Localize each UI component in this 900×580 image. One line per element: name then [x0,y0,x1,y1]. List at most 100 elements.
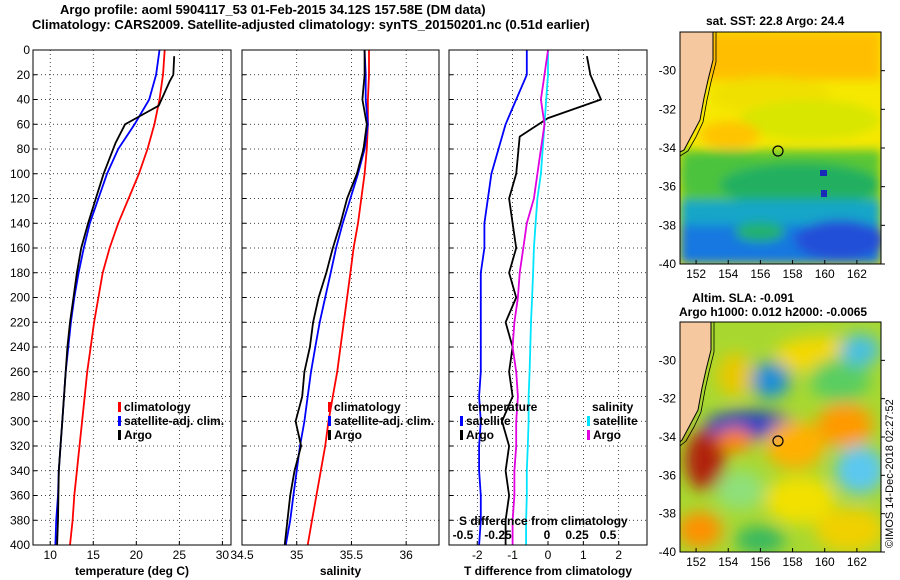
y-tick-label: 280 [10,390,30,404]
x-axis-label: T difference from climatology [464,564,632,578]
legend-swatch-t-argo [460,430,463,440]
y-tick-label: 100 [10,167,30,181]
x-tick-label: 1 [580,548,587,562]
x-tick-label-secondary: -0.5 [453,528,474,542]
y-tick-label: 220 [10,315,30,329]
legend-label-argo: Argo [124,428,152,442]
series-line-t-argo [501,56,602,545]
figure-title-line1: Argo profile: aoml 5904117_53 01-Feb-201… [60,2,486,17]
legend-swatch-s-argo [587,430,590,440]
legend-label-satellite: satellite-adj. clim. [124,414,224,428]
map-x-tick-label: 152 [686,555,706,569]
series-line-s-argo [511,49,549,545]
x-tick-label: 30 [216,548,230,562]
y-tick-label: 380 [10,513,30,527]
plot-frame [448,49,648,546]
map-x-tick-label: 162 [847,267,867,281]
x-tick-label-secondary: 0.25 [565,528,589,542]
sla-map-title-2: Argo h1000: 0.012 h2000: -0.0065 [679,305,867,319]
x-axis-label-secondary: S difference from climatology [459,514,628,528]
map-x-tick-label: 154 [718,267,738,281]
map-y-tick-label: -34 [659,141,677,155]
x-tick-label: 35.5 [340,548,364,562]
x-axis-label: salinity [320,564,362,578]
legend-label-t-argo: Argo [466,428,494,442]
x-tick-label-secondary: 0 [544,528,551,542]
legend-label-t-satellite: satellite [466,414,511,428]
map-y-tick-label: -30 [659,64,677,78]
x-tick-label: 35 [290,548,304,562]
map-y-tick-label: -38 [659,507,677,521]
y-tick-label: 400 [10,538,30,552]
x-tick-label: 34.5 [230,548,254,562]
y-tick-label: 60 [17,117,31,131]
y-tick-label: 20 [17,68,31,82]
map-y-tick-label: -40 [659,257,677,271]
y-tick-label: 360 [10,489,30,503]
y-tick-label: 340 [10,464,30,478]
map-x-tick-label: 156 [750,267,770,281]
y-tick-label: 200 [10,291,30,305]
x-tick-label: 36 [399,548,413,562]
y-tick-label: 120 [10,192,30,206]
legend-swatch-t-satellite [460,416,463,426]
legend-label-s-argo: Argo [593,428,621,442]
map-y-tick-label: -40 [659,545,677,559]
series-line-t-satellite [478,50,528,546]
y-tick-label: 240 [10,340,30,354]
map-x-tick-label: 160 [815,555,835,569]
legend-swatch-satellite [118,416,121,426]
temperature-profile-panel: 10 15 20 25 30020406080100120140160180200220… [10,43,232,578]
map-x-tick-label: 154 [718,555,738,569]
map-y-tick-label: -36 [659,468,677,482]
x-tick-label-secondary: -0.25 [484,528,512,542]
legend-label-climatology: climatology [334,400,401,414]
difference-legend: temperature satellite Argo salinity sate… [460,400,638,442]
difference-profile-panel: -2 -1 0 1 2 T difference from climatology S di… [448,49,648,578]
temperature-legend: climatology satellite-adj. clim. Argo [118,400,224,442]
series-line-argo [56,56,176,546]
x-axis-label: temperature (deg C) [75,564,189,578]
x-tick-label: 25 [173,548,187,562]
legend-swatch-satellite [328,416,331,426]
map-y-tick-label: -30 [659,353,677,367]
series-line-climatology [69,49,166,546]
y-tick-label: 0 [23,43,30,57]
legend-swatch-argo [328,430,331,440]
y-tick-label: 180 [10,266,30,280]
legend-label-satellite: satellite-adj. clim. [334,414,434,428]
y-tick-label: 80 [17,142,31,156]
figure-title-line2: Climatology: CARS2009. Satellite-adjuste… [32,17,590,32]
legend-swatch-climatology [328,402,331,412]
legend-label-s-satellite: satellite [593,414,638,428]
map-x-tick-label: 156 [750,555,770,569]
map-y-tick-label: -38 [659,218,677,232]
series-line-satellite-adj-clim- [284,49,369,546]
y-tick-label: 160 [10,241,30,255]
x-tick-label: -2 [472,548,483,562]
x-tick-label: 0 [545,548,552,562]
x-tick-label: 15 [87,548,101,562]
x-tick-label: 10 [44,548,58,562]
legend-swatch-argo [118,430,121,440]
x-tick-label: -1 [507,548,518,562]
plot-frame [241,49,440,546]
y-tick-label: 320 [10,439,30,453]
legend-label-argo: Argo [334,428,362,442]
sst-profile-marker [772,145,784,157]
sla-map: Altim. SLA: -0.091 Argo h1000: 0.012 h20… [659,291,885,569]
x-tick-label: 2 [615,548,622,562]
map-y-tick-label: -36 [659,180,677,194]
map-y-tick-label: -32 [659,392,677,406]
plot-area [242,50,439,545]
x-tick-label-secondary: 0.5 [600,528,617,542]
y-tick-label: 300 [10,414,30,428]
map-x-tick-label: 158 [783,555,803,569]
map-x-tick-label: 162 [847,555,867,569]
map-y-tick-label: -34 [659,430,677,444]
map-x-tick-label: 158 [783,267,803,281]
map-x-tick-label: 160 [815,267,835,281]
x-tick-label: 20 [130,548,144,562]
legend-swatch-climatology [118,402,121,412]
